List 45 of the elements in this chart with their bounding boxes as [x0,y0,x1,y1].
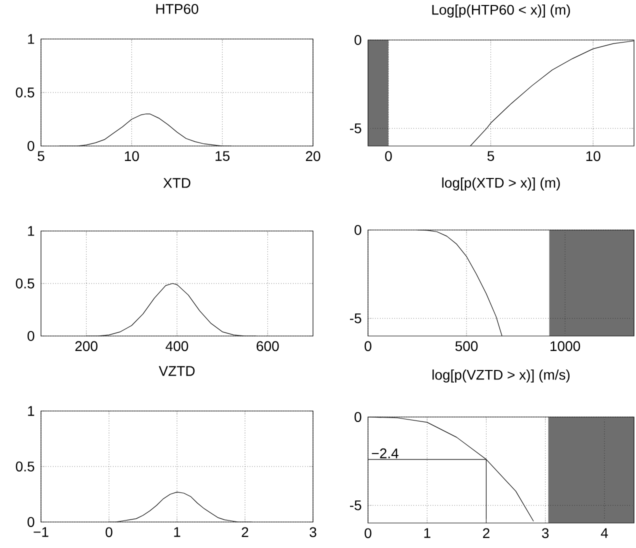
chart-title: log[p(VZTD > x)] (m/s) [432,369,570,383]
x-tick-label: 20 [306,151,320,162]
x-tick-label: 3 [310,527,316,538]
x-tick-label: 200 [75,341,98,352]
y-tick-label: -5 [350,313,362,324]
y-tick-label: 0 [354,412,362,422]
y-tick-label: 0 [354,225,362,235]
chart-title: HTP60 [156,4,198,14]
x-tick-label: 10 [586,151,600,162]
x-tick-label: 0 [364,341,372,352]
x-tick-label: 2 [242,527,248,537]
y-tick-label: 0.5 [16,278,34,288]
y-tick-label: 0 [354,35,362,45]
x-tick-label: 400 [166,341,188,352]
x-tick-label: 10 [124,151,139,162]
x-tick-label: 4 [600,528,608,538]
y-tick-label: 0 [28,331,34,341]
x-tick-label: 500 [455,341,478,352]
y-tick-label: 1 [28,34,34,44]
y-tick-label: 0.5 [16,462,34,472]
ref-line-label: −2.4 [372,448,398,458]
x-tick-label: 5 [487,151,494,161]
x-tick-label: 15 [216,151,230,161]
x-tick-label: 0 [364,528,372,538]
y-tick-label: -5 [350,123,362,134]
x-tick-label: −1 [34,527,48,537]
y-tick-label: -5 [350,500,362,510]
x-tick-label: 1 [174,527,180,537]
x-tick-label: 0 [106,527,112,538]
y-tick-label: 0 [28,141,34,151]
chart-title: VZTD [158,366,195,376]
y-tick-label: 1 [28,406,34,416]
x-tick-label: 3 [542,528,549,538]
y-tick-label: 0.5 [16,88,34,98]
y-tick-label: 0 [28,517,34,527]
chart-title: log[p(XTD > x)] (m) [442,177,560,191]
x-tick-label: 1000 [550,341,580,352]
x-tick-label: 2 [483,528,490,538]
y-tick-label: 1 [28,226,34,236]
x-tick-label: 1 [424,528,430,538]
chart-title: XTD [163,178,190,188]
x-tick-label: 5 [38,151,44,161]
chart-title: Log[p(HTP60 < x)] (m) [432,4,570,18]
x-tick-label: 0 [385,151,392,162]
x-tick-label: 600 [256,341,279,352]
